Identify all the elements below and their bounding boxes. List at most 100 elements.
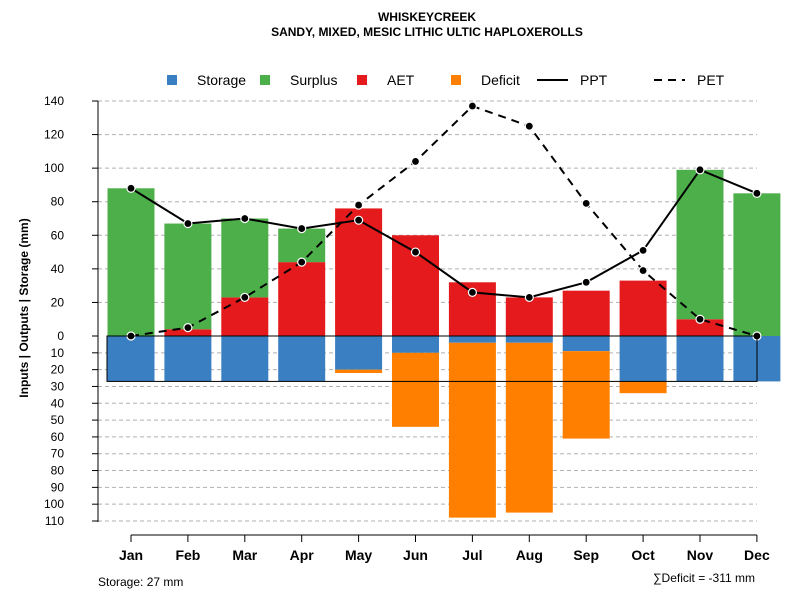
ppt-point <box>467 287 477 297</box>
pet-point <box>410 156 421 167</box>
legend: Storage Surplus AET Deficit PPT PET <box>167 72 725 88</box>
ppt-point <box>638 245 648 255</box>
legend-label: AET <box>387 72 415 88</box>
storage-bar <box>505 336 553 343</box>
y-tick-label: 140 <box>44 94 64 108</box>
deficit-bar <box>392 352 439 427</box>
legend-swatch <box>260 75 270 85</box>
storage-bar <box>448 336 496 343</box>
ppt-point <box>752 188 762 198</box>
pet-point <box>183 323 193 333</box>
chart-title: WHISKEYCREEK <box>378 10 476 24</box>
series-lines <box>126 101 762 341</box>
y-tick-label: 60 <box>51 228 65 242</box>
x-tick-label: Nov <box>687 547 714 563</box>
y-tick-label: 60 <box>51 430 65 444</box>
x-tick-label: Mar <box>232 547 257 563</box>
y-tick-label: 20 <box>51 363 65 377</box>
ppt-point <box>183 218 193 229</box>
storage-capacity-box <box>106 335 758 382</box>
x-tick-label: May <box>345 547 372 563</box>
y-tick-label: 120 <box>44 128 64 142</box>
pet-point <box>354 200 364 210</box>
y-tick-label: 40 <box>51 262 65 276</box>
storage-bar <box>107 336 155 382</box>
legend-label: Surplus <box>290 72 337 88</box>
deficit-bar <box>562 351 610 439</box>
surplus-bar <box>221 218 269 298</box>
x-tick-label: Jun <box>403 547 428 563</box>
aet-bar <box>676 319 724 336</box>
aet-bar <box>164 329 212 336</box>
ppt-point <box>240 213 250 224</box>
x-tick-label: Sep <box>573 547 599 563</box>
aet-bar <box>505 297 553 336</box>
pet-point <box>297 257 307 267</box>
y-tick-label: 80 <box>51 195 65 209</box>
storage-bar <box>562 336 610 352</box>
storage-bar <box>335 336 383 370</box>
y-tick-label: 0 <box>57 329 64 343</box>
pet-point <box>695 314 705 324</box>
deficit-bar <box>448 342 496 518</box>
legend-swatch <box>167 75 177 85</box>
storage-bar <box>619 336 667 382</box>
x-tick-label: Aug <box>516 547 543 563</box>
legend-swatch <box>451 75 461 85</box>
surplus-bar <box>107 188 155 336</box>
storage-bar <box>392 336 439 353</box>
ppt-point <box>410 247 421 257</box>
aet-bar <box>619 280 667 336</box>
surplus-bar <box>164 223 212 330</box>
y-tick-label: 40 <box>51 396 65 410</box>
y-tick-label: 70 <box>51 447 65 461</box>
storage-note: Storage: 27 mm <box>98 575 183 589</box>
axes: 140 120 100 80 60 40 20 0 10 20 30 40 50 60 70 80 90 100 1… <box>44 94 770 563</box>
ppt-point <box>126 183 136 193</box>
legend-label: PET <box>697 72 725 88</box>
ppt-point <box>354 215 364 225</box>
ppt-line <box>130 168 758 299</box>
legend-swatch <box>357 75 367 85</box>
y-tick-label: 80 <box>51 464 65 478</box>
aet-bar <box>335 208 383 336</box>
surplus-bar <box>676 169 724 320</box>
pet-point <box>524 121 534 131</box>
deficit-bar <box>335 369 383 373</box>
aet-bar <box>221 297 269 336</box>
pet-point <box>638 265 648 276</box>
y-tick-label: 100 <box>44 497 64 511</box>
aet-bar <box>278 262 326 336</box>
legend-label: Storage <box>197 72 246 88</box>
y-tick-label: 110 <box>45 514 64 528</box>
y-tick-label: 30 <box>51 379 65 393</box>
y-axis-label: Inputs | Outputs | Storage (mm) <box>17 218 31 397</box>
deficit-bar <box>505 342 553 513</box>
legend-label: Deficit <box>481 72 520 88</box>
storage-bar <box>164 336 212 382</box>
x-tick-label: Jan <box>119 547 143 563</box>
x-tick-label: Oct <box>631 547 655 563</box>
y-tick-label: 100 <box>44 161 64 175</box>
pet-line <box>130 104 758 337</box>
ppt-point <box>524 292 534 302</box>
deficit-bar <box>619 381 667 394</box>
storage-bar <box>278 336 326 382</box>
pet-point <box>240 292 250 302</box>
aet-bar <box>562 290 610 336</box>
ppt-point <box>695 165 705 175</box>
y-tick-label: 50 <box>51 413 65 427</box>
legend-label: PPT <box>580 72 608 88</box>
storage-bar <box>676 336 724 382</box>
x-tick-label: Jul <box>462 547 482 563</box>
storage-bar <box>221 336 269 382</box>
x-tick-label: Dec <box>744 547 770 563</box>
y-tick-label: 20 <box>51 295 65 309</box>
y-tick-label: 10 <box>51 346 65 360</box>
y-tick-label: 90 <box>51 480 65 494</box>
surplus-bar <box>733 193 781 336</box>
ppt-point <box>297 223 307 234</box>
pet-point <box>467 101 477 111</box>
deficit-note: ∑Deficit = -311 mm <box>653 571 755 585</box>
